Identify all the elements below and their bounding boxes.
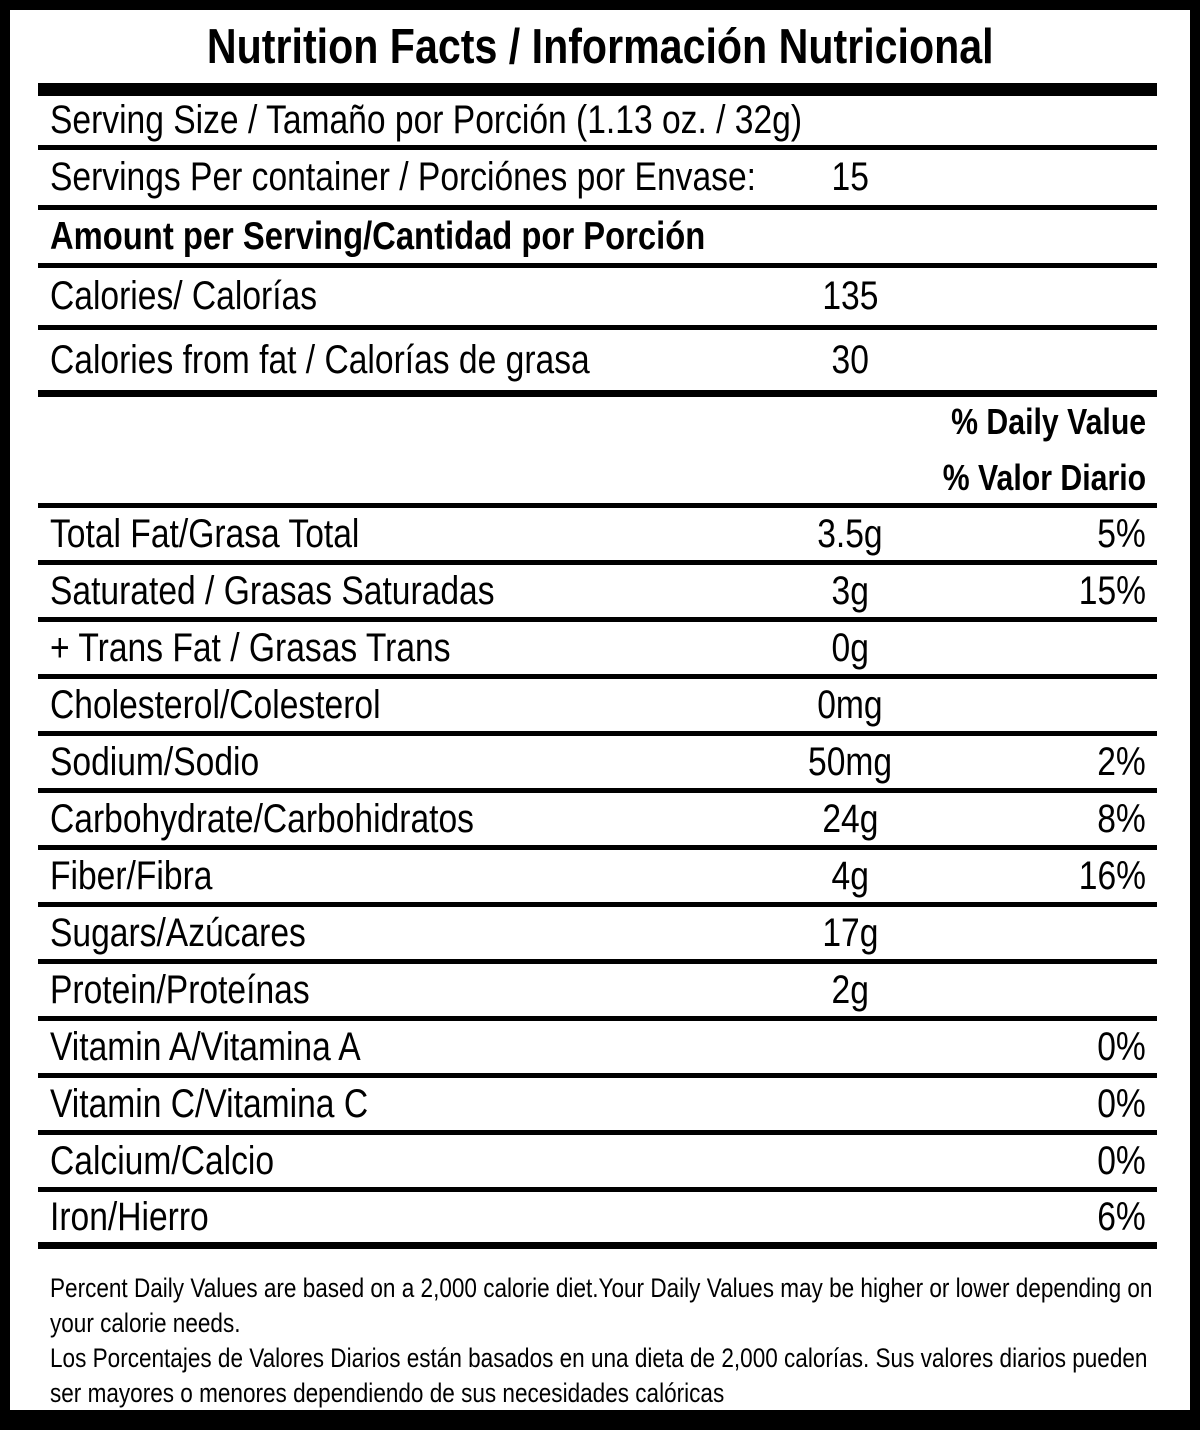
nutrient-row-sugars: Sugars/Azúcares 17g xyxy=(38,907,1157,964)
nutrient-row-carbohydrate: Carbohydrate/Carbohidratos 24g 8% xyxy=(38,793,1157,850)
amount-per-serving-header-row: Amount per Serving/Cantidad por Porción xyxy=(38,210,1157,268)
nutrient-row-cholesterol: Cholesterol/Colesterol 0mg xyxy=(38,679,1157,736)
daily-value-header-en: % Daily Value xyxy=(951,401,1146,442)
label-body: Serving Size / Tamaño por Porción (1.13 … xyxy=(38,96,1157,1410)
daily-value-header: % Daily Value % Valor Diario xyxy=(38,397,1157,508)
serving-size-text: Serving Size / Tamaño por Porción (1.13 … xyxy=(50,98,803,142)
calories-from-fat-label: Calories from fat / Calorías de grasa xyxy=(50,337,590,382)
calories-label: Calories/ Calorías xyxy=(50,274,318,318)
calories-row: Calories/ Calorías 135 xyxy=(38,268,1157,330)
footnote-spanish: Los Porcentajes de Valores Diarios están… xyxy=(50,1343,1148,1408)
calories-from-fat-row: Calories from fat / Calorías de grasa 30 xyxy=(38,330,1157,397)
footnote-section: Percent Daily Values are based on a 2,00… xyxy=(38,1249,1157,1410)
nutrient-row-trans-fat: + Trans Fat / Grasas Trans 0g xyxy=(38,622,1157,679)
nutrient-row-vitamin-c: Vitamin C/Vitamina C 0% xyxy=(38,1078,1157,1135)
daily-value-header-es: % Valor Diario xyxy=(942,457,1146,498)
nutrient-row-vitamin-a: Vitamin A/Vitamina A 0% xyxy=(38,1021,1157,1078)
nutrient-row-total-fat: Total Fat/Grasa Total 3.5g 5% xyxy=(38,508,1157,565)
title-divider-bar xyxy=(38,83,1157,96)
nutrient-rows: Total Fat/Grasa Total 3.5g 5% Saturated … xyxy=(38,508,1157,1249)
servings-per-container-row: Servings Per container / Porciónes por E… xyxy=(38,150,1157,210)
calories-value: 135 xyxy=(821,274,879,318)
nutrient-row-protein: Protein/Proteínas 2g xyxy=(38,964,1157,1021)
page-title: Nutrition Facts / Información Nutriciona… xyxy=(206,19,994,74)
nutrient-row-saturated-fat: Saturated / Grasas Saturadas 3g 15% xyxy=(38,565,1157,622)
nutrient-row-fiber: Fiber/Fibra 4g 16% xyxy=(38,850,1157,907)
footnote-english: Percent Daily Values are based on a 2,00… xyxy=(50,1273,1153,1338)
nutrient-row-calcium: Calcium/Calcio 0% xyxy=(38,1135,1157,1192)
nutrient-row-sodium: Sodium/Sodio 50mg 2% xyxy=(38,736,1157,793)
label-header: Nutrition Facts / Información Nutriciona… xyxy=(10,10,1190,83)
servings-per-container-label: Servings Per container / Porciónes por E… xyxy=(50,155,756,199)
serving-size-row: Serving Size / Tamaño por Porción (1.13 … xyxy=(38,96,1157,150)
amount-per-serving-header: Amount per Serving/Cantidad por Porción xyxy=(50,214,706,258)
nutrient-row-iron: Iron/Hierro 6% xyxy=(38,1192,1157,1249)
servings-per-container-value: 15 xyxy=(831,155,869,199)
calories-from-fat-value: 30 xyxy=(831,337,869,382)
